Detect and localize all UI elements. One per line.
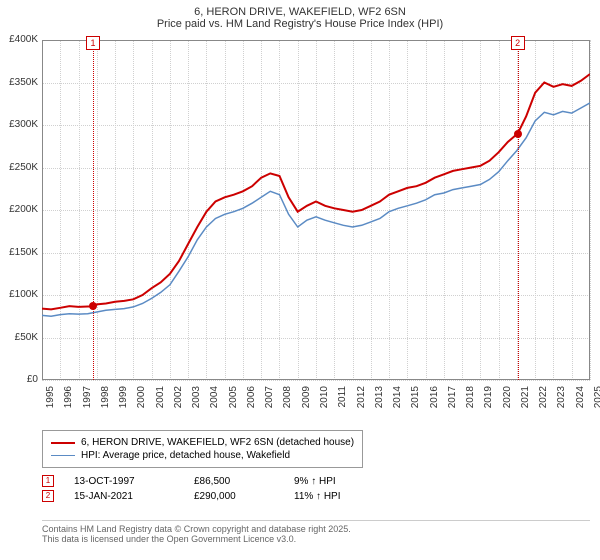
series-price_paid [42,74,590,309]
y-axis-label: £100K [0,289,38,300]
x-axis-label: 2020 [502,386,513,416]
transaction-date: 13-OCT-1997 [74,476,174,487]
transaction-row: 2 15-JAN-2021 £290,000 11% ↑ HPI [42,490,341,502]
x-axis-label: 2012 [356,386,367,416]
x-axis-label: 2024 [575,386,586,416]
transaction-price: £290,000 [194,491,274,502]
legend: 6, HERON DRIVE, WAKEFIELD, WF2 6SN (deta… [42,430,363,468]
legend-label: 6, HERON DRIVE, WAKEFIELD, WF2 6SN (deta… [81,437,354,448]
grid-line-h [42,380,590,381]
transaction-marker: 1 [42,475,54,487]
y-axis-label: £350K [0,77,38,88]
x-axis-label: 2001 [155,386,166,416]
transaction-row: 1 13-OCT-1997 £86,500 9% ↑ HPI [42,475,341,487]
y-axis-label: £250K [0,162,38,173]
y-axis-label: £50K [0,332,38,343]
series-svg [42,40,590,380]
x-axis-label: 2008 [282,386,293,416]
x-axis-label: 2019 [483,386,494,416]
legend-swatch [51,442,75,444]
x-axis-label: 2025 [593,386,600,416]
x-axis-label: 2015 [410,386,421,416]
transaction-price: £86,500 [194,476,274,487]
footer-line-2: This data is licensed under the Open Gov… [42,534,590,544]
y-axis-label: £200K [0,204,38,215]
x-axis-label: 2007 [264,386,275,416]
y-axis-label: £300K [0,119,38,130]
x-axis-label: 2010 [319,386,330,416]
line-chart: £0£50K£100K£150K£200K£250K£300K£350K£400… [42,40,590,380]
transaction-hpi: 9% ↑ HPI [294,476,336,487]
x-axis-label: 2023 [556,386,567,416]
chart-title: 6, HERON DRIVE, WAKEFIELD, WF2 6SN Price… [0,0,600,34]
marker-box-1: 1 [86,36,100,50]
marker-dot-2 [514,130,522,138]
x-axis-label: 1999 [118,386,129,416]
transaction-hpi: 11% ↑ HPI [294,491,341,502]
x-axis-label: 2009 [301,386,312,416]
transaction-date: 15-JAN-2021 [74,491,174,502]
x-axis-label: 2022 [538,386,549,416]
x-axis-label: 1996 [63,386,74,416]
marker-box-2: 2 [511,36,525,50]
x-axis-label: 1998 [100,386,111,416]
x-axis-label: 2018 [465,386,476,416]
x-axis-label: 2000 [136,386,147,416]
y-axis-label: £400K [0,34,38,45]
legend-row: HPI: Average price, detached house, Wake… [51,450,354,461]
series-hpi [42,103,590,316]
x-axis-label: 2016 [429,386,440,416]
attribution-footer: Contains HM Land Registry data © Crown c… [42,520,590,544]
x-axis-label: 2003 [191,386,202,416]
transaction-marker: 2 [42,490,54,502]
x-axis-label: 2005 [228,386,239,416]
y-axis-label: £150K [0,247,38,258]
x-axis-label: 1995 [45,386,56,416]
x-axis-label: 2014 [392,386,403,416]
x-axis-label: 2013 [374,386,385,416]
footer-line-1: Contains HM Land Registry data © Crown c… [42,524,590,534]
legend-label: HPI: Average price, detached house, Wake… [81,450,290,461]
x-axis-label: 2006 [246,386,257,416]
title-line-2: Price paid vs. HM Land Registry's House … [10,18,590,30]
marker-line-2 [518,40,519,380]
x-axis-label: 2011 [337,386,348,416]
transaction-table: 1 13-OCT-1997 £86,500 9% ↑ HPI 2 15-JAN-2021 £… [42,472,341,505]
x-axis-label: 2017 [447,386,458,416]
title-line-1: 6, HERON DRIVE, WAKEFIELD, WF2 6SN [10,6,590,18]
x-axis-label: 2021 [520,386,531,416]
legend-row: 6, HERON DRIVE, WAKEFIELD, WF2 6SN (deta… [51,437,354,448]
grid-line-v [590,40,591,380]
y-axis-label: £0 [0,374,38,385]
x-axis-label: 1997 [82,386,93,416]
marker-line-1 [93,40,94,380]
x-axis-label: 2002 [173,386,184,416]
x-axis-label: 2004 [209,386,220,416]
legend-swatch [51,455,75,457]
